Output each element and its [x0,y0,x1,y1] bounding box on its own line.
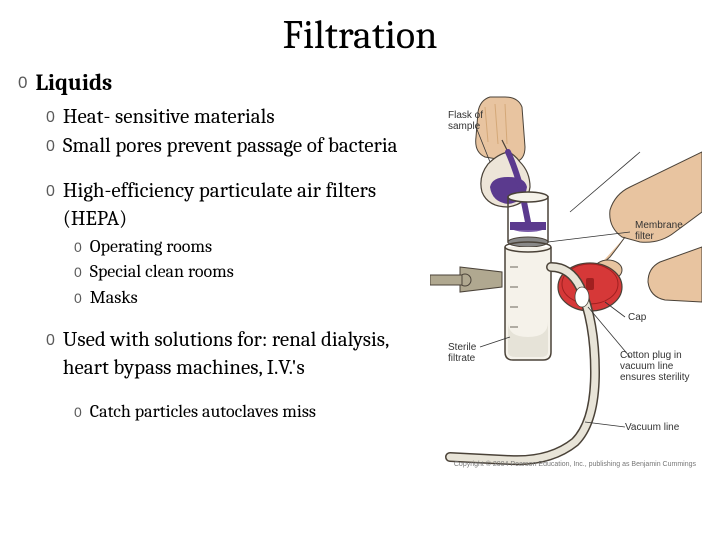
bullet-text: Special clean rooms [90,260,234,283]
label-cotton: Cotton plug in vacuum line ensures steri… [620,350,689,383]
bullet-small-pores: 0 Small pores prevent passage of bacteri… [46,133,438,160]
bullet-used-with: 0 Used with solutions for: renal dialysi… [46,327,438,382]
bullet-heat-sensitive: 0 Heat- sensitive materials [46,104,438,131]
bullet-text: Operating rooms [90,235,212,258]
bullet-marker: 0 [74,235,82,256]
bullet-text: Small pores prevent passage of bacteria [63,133,398,160]
bullet-text: Heat- sensitive materials [63,104,275,131]
bullet-hepa: 0 High-efficiency particulate air filter… [46,178,438,233]
bullet-text: Catch particles autoclaves miss [90,400,316,423]
label-flask: Flask of sample [448,110,483,132]
bullet-operating-rooms: 0 Operating rooms [74,235,438,258]
label-cap: Cap [628,312,646,323]
bullet-text: Liquids [35,68,112,98]
leader-line [548,232,630,242]
leader-line [605,302,625,317]
bullet-text: Used with solutions for: renal dialysis,… [63,327,438,382]
bullet-masks: 0 Masks [74,286,438,309]
bullet-marker: 0 [74,260,82,281]
bullet-text: Masks [90,286,138,309]
label-vacuum: Vacuum line [625,422,679,433]
bullet-clean-rooms: 0 Special clean rooms [74,260,438,283]
bullet-marker: 0 [18,68,27,94]
label-sterile: Sterile filtrate [448,342,476,364]
bullet-liquids: 0 Liquids [18,68,438,98]
bullet-marker: 0 [46,327,55,352]
content-area: 0 Liquids 0 Heat- sensitive materials 0 … [18,68,438,423]
filtration-diagram: Flask of sample Membrane filter Cap Ster… [430,92,702,472]
bullet-catch-particles: 0 Catch particles autoclaves miss [74,400,438,423]
bullet-marker: 0 [46,133,55,158]
beaker-icon [505,242,551,360]
bullet-marker: 0 [46,104,55,129]
diagram-svg [430,92,702,472]
label-membrane: Membrane filter [635,220,683,242]
bullet-marker: 0 [74,286,82,307]
slide-title: Filtration [18,12,702,58]
bullet-marker: 0 [46,178,55,203]
left-hand-icon [476,97,525,162]
bullet-text: High-efficiency particulate air filters … [63,178,438,233]
clamp-icon [430,267,502,292]
bullet-marker: 0 [74,400,82,421]
figure-copyright: Copyright © 2004 Pearson Education, Inc.… [454,461,696,468]
